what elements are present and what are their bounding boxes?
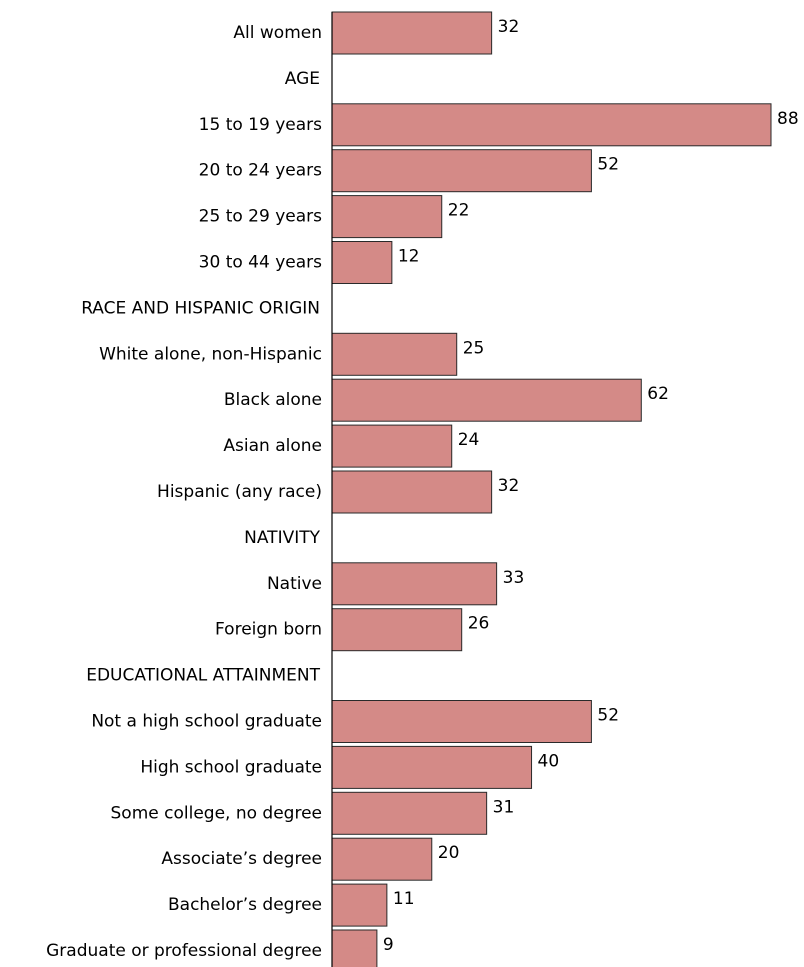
bar (331, 700, 592, 743)
value-label: 12 (398, 247, 420, 267)
bar (331, 195, 443, 239)
bar (331, 378, 642, 422)
bar (331, 149, 592, 193)
category-label: Associate’s degree (161, 849, 322, 869)
category-label: Not a high school graduate (91, 712, 322, 732)
bar (331, 745, 533, 789)
value-label: 20 (438, 843, 460, 863)
value-label: 11 (393, 889, 415, 909)
bar (331, 241, 393, 284)
value-label: 9 (383, 935, 394, 955)
value-label: 52 (597, 706, 619, 726)
value-label: 24 (458, 430, 480, 450)
value-label: 33 (503, 568, 525, 588)
value-label: 31 (493, 797, 515, 817)
group-heading: AGE (285, 69, 320, 89)
bar (331, 562, 498, 606)
value-label: 32 (498, 17, 520, 37)
value-label: 25 (463, 338, 485, 358)
category-label: Black alone (224, 390, 322, 410)
category-label: Graduate or professional degree (46, 941, 322, 961)
value-label: 62 (647, 384, 669, 404)
category-label: High school graduate (140, 757, 322, 777)
group-heading: NATIVITY (244, 528, 320, 548)
bar (331, 837, 433, 881)
bar (331, 883, 388, 927)
value-label: 22 (448, 201, 470, 221)
category-label: 30 to 44 years (199, 253, 322, 273)
category-label: Asian alone (223, 436, 322, 456)
bar (331, 791, 488, 835)
category-label: Hispanic (any race) (157, 482, 322, 502)
group-heading: RACE AND HISPANIC ORIGIN (81, 298, 320, 318)
category-label: White alone, non-Hispanic (99, 344, 322, 364)
bar (331, 608, 463, 652)
bar (331, 470, 493, 514)
category-label: Native (267, 574, 322, 594)
bar (331, 103, 772, 147)
value-label: 26 (468, 614, 490, 634)
bar (331, 11, 493, 55)
bar (331, 424, 453, 468)
category-label: 15 to 19 years (199, 115, 322, 135)
value-label: 40 (538, 751, 560, 771)
bar (331, 929, 378, 967)
category-label: Some college, no degree (111, 803, 322, 823)
chart-rows: All women 32 AGE 15 to 19 years 88 20 to 24 y… (46, 11, 799, 967)
category-label: Bachelor’s degree (168, 895, 322, 915)
value-label: 88 (777, 109, 799, 129)
value-label: 32 (498, 476, 520, 496)
bar (331, 332, 458, 376)
group-heading: EDUCATIONAL ATTAINMENT (86, 666, 320, 686)
category-label: 20 to 24 years (199, 161, 322, 181)
category-label: Foreign born (215, 620, 322, 640)
category-label: 25 to 29 years (199, 207, 322, 227)
category-label: All women (233, 23, 322, 43)
value-label: 52 (597, 155, 619, 175)
